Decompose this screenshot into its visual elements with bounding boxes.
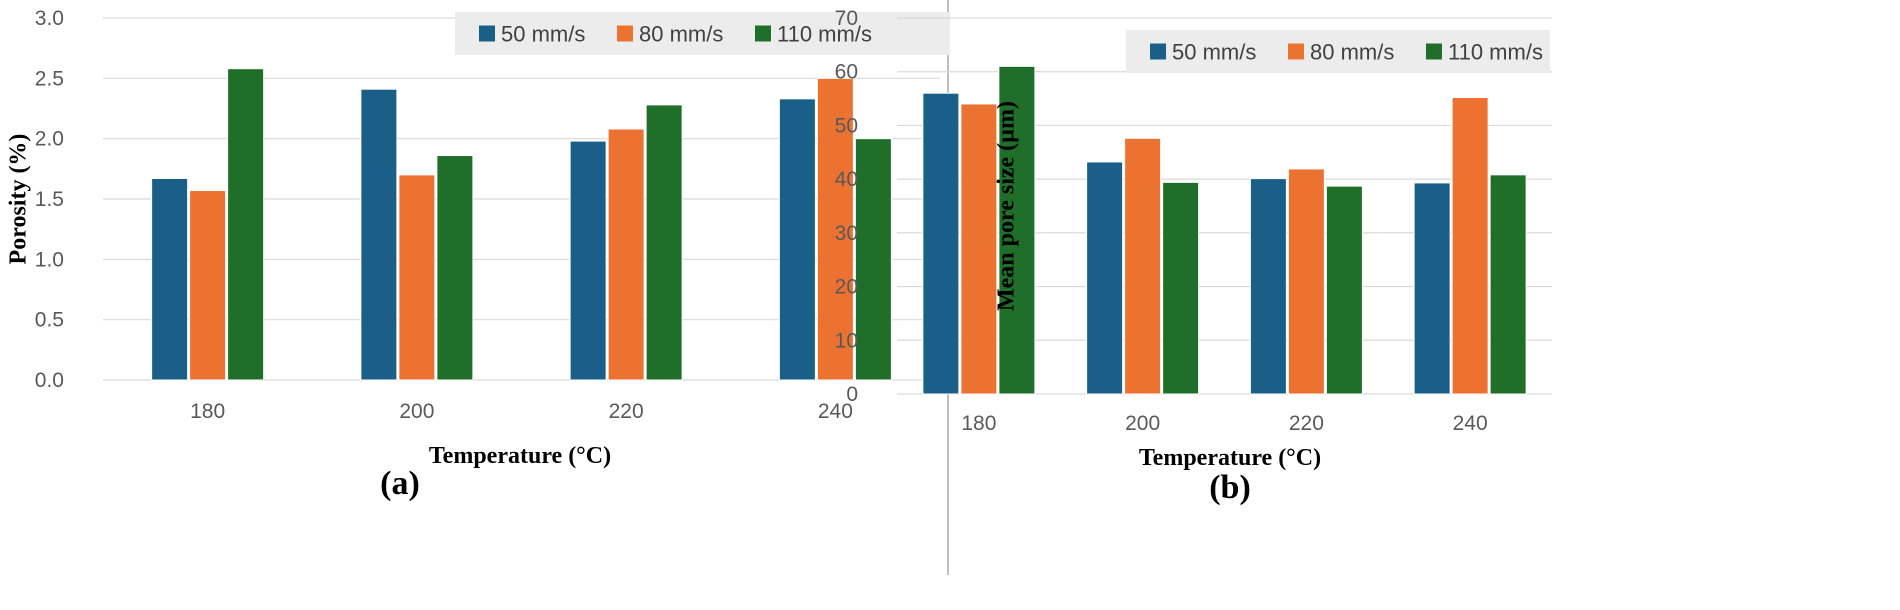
y-tick-label: 60 — [835, 61, 858, 84]
x-tick-label: 180 — [190, 400, 225, 423]
legend-box — [455, 12, 950, 55]
legend-label: 110 mm/s — [1448, 40, 1543, 65]
bar-110mms-240 — [854, 138, 892, 381]
legend-swatch — [1426, 43, 1442, 60]
bar-110mms-240 — [1489, 174, 1527, 395]
bar-50mms-180 — [922, 92, 960, 395]
bar-110mms-220 — [1325, 185, 1363, 395]
y-tick-label: 1.5 — [35, 188, 64, 211]
bar-80mms-220 — [1287, 168, 1325, 395]
panel-label: (b) — [1209, 469, 1251, 506]
bar-80mms-240 — [816, 77, 854, 381]
bar-80mms-180 — [189, 190, 227, 381]
x-tick-label: 240 — [1453, 412, 1488, 435]
bar-50mms-200 — [360, 88, 398, 381]
y-tick-label: 0.5 — [35, 309, 64, 332]
y-tick-label: 3.0 — [35, 7, 64, 30]
y-tick-label: 0.0 — [35, 369, 64, 392]
legend-label: 50 mm/s — [501, 22, 585, 47]
bar-110mms-180 — [227, 68, 265, 381]
x-tick-label: 200 — [399, 400, 434, 423]
bar-50mms-180 — [151, 177, 189, 381]
legend-label: 110 mm/s — [777, 22, 872, 47]
y-tick-label: 2.0 — [35, 128, 64, 151]
bar-80mms-220 — [607, 128, 645, 381]
bar-80mms-200 — [1124, 137, 1162, 395]
x-tick-label: 180 — [961, 412, 996, 435]
y-tick-label: 50 — [835, 114, 858, 137]
bar-50mms-220 — [569, 140, 607, 381]
y-tick-label: 0 — [846, 383, 858, 406]
bar-110mms-180 — [998, 65, 1036, 395]
legend-swatch — [1150, 43, 1166, 60]
x-axis-title: Temperature (°C) — [1139, 445, 1321, 471]
legend-swatch — [1288, 43, 1304, 60]
bar-80mms-240 — [1451, 96, 1489, 395]
legend-swatch — [617, 25, 633, 42]
legend-swatch — [479, 25, 495, 42]
x-tick-label: 200 — [1125, 412, 1160, 435]
y-tick-label: 40 — [835, 168, 858, 191]
x-axis-title: Temperature (°C) — [429, 443, 611, 469]
bar-110mms-220 — [645, 104, 683, 381]
y-tick-label: 2.5 — [35, 67, 64, 90]
y-tick-label: 1.0 — [35, 248, 64, 271]
x-tick-label: 240 — [818, 400, 853, 423]
legend-label: 80 mm/s — [639, 22, 723, 47]
bar-50mms-200 — [1086, 161, 1124, 395]
bar-80mms-180 — [960, 103, 998, 395]
legend-label: 80 mm/s — [1310, 40, 1394, 65]
y-tick-label: 10 — [835, 329, 858, 352]
bar-110mms-200 — [436, 155, 474, 381]
x-tick-label: 220 — [1289, 412, 1324, 435]
chart-b-mean-pore-size: 0 10 20 30 40 50 60 70 180 200 220 240 50 mm/s 80 mm/… — [835, 7, 1552, 506]
bar-80mms-200 — [398, 174, 436, 381]
panel-label: (a) — [380, 465, 420, 502]
y-axis-title: Porosity (%) — [6, 134, 32, 265]
y-tick-label: 20 — [835, 276, 858, 299]
legend-label: 50 mm/s — [1172, 40, 1256, 65]
bar-50mms-220 — [1249, 178, 1287, 395]
bar-110mms-200 — [1162, 181, 1200, 395]
bar-50mms-240 — [778, 98, 816, 381]
y-axis-title: Mean pore size (µm) — [994, 101, 1020, 311]
legend-swatch — [755, 25, 771, 42]
y-tick-label: 70 — [835, 7, 858, 30]
legend-box — [1126, 30, 1550, 73]
x-tick-label: 220 — [609, 400, 644, 423]
y-tick-label: 30 — [835, 222, 858, 245]
bar-50mms-240 — [1413, 182, 1451, 395]
